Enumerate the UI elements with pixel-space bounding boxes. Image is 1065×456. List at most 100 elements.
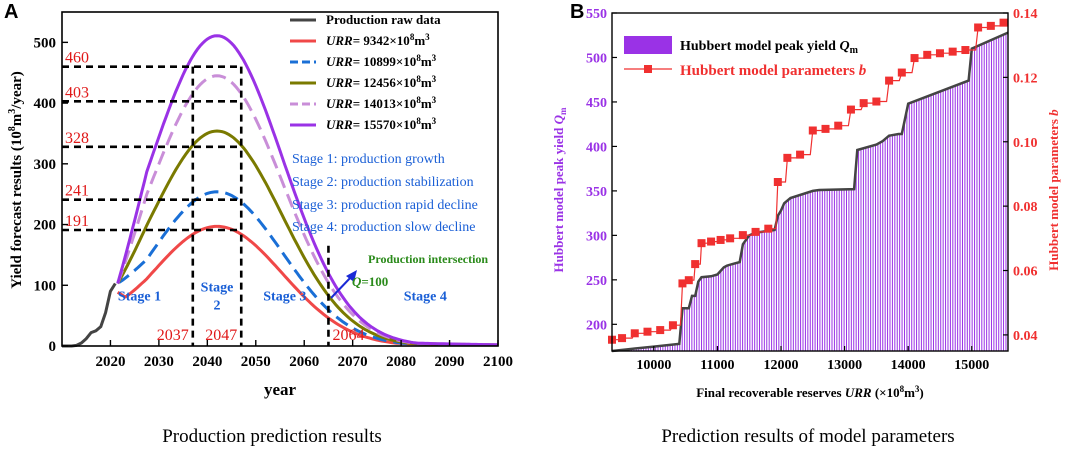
b-ytick-right-label: 0.10 bbox=[1013, 136, 1038, 151]
panel-b-bars bbox=[614, 33, 1007, 351]
a-ytick-label: 100 bbox=[34, 278, 57, 294]
a-hline-label: 460 bbox=[65, 50, 89, 67]
a-xtick-label: 2020 bbox=[95, 354, 125, 370]
a-legend-text: = 12456×10 bbox=[353, 75, 417, 90]
panel-b-ticks: 10000 11000 12000 13000 14000 15000 200 250 300 3… bbox=[586, 7, 1038, 373]
b-ytick-right-label: 0.14 bbox=[1013, 7, 1038, 22]
xlabel-tail: m bbox=[904, 385, 915, 400]
xlabel-urr: URR bbox=[845, 385, 872, 400]
a-legend-urr: URR bbox=[326, 117, 353, 132]
a-ytick-label: 300 bbox=[34, 157, 57, 173]
a-hline-label: 328 bbox=[65, 130, 89, 147]
ylabel-end: /year) bbox=[9, 71, 25, 109]
b-parameter-point bbox=[872, 97, 881, 106]
b-parameter-point bbox=[808, 126, 817, 135]
b-xtick-label: 14000 bbox=[891, 358, 926, 373]
a-ytick-label: 0 bbox=[49, 339, 57, 355]
b-parameter-point bbox=[691, 260, 700, 269]
a-vline-label: 2064 bbox=[332, 327, 364, 344]
a-ytick-label: 400 bbox=[34, 96, 57, 112]
b-parameter-point bbox=[751, 227, 760, 236]
a-legend-sup: 8 bbox=[410, 32, 415, 42]
b-ytick-left-label: 550 bbox=[586, 7, 607, 22]
a-legend-urr: URR bbox=[326, 33, 353, 48]
legend-b-b-text: Hubbert model parameters bbox=[680, 63, 859, 79]
a-legend-label: URR= 10899×108m3 bbox=[326, 53, 437, 69]
b-parameter-point bbox=[668, 321, 677, 330]
a-ytick-label: 500 bbox=[34, 35, 57, 51]
a-legend-sup: 8 bbox=[416, 116, 421, 126]
b-parameter-point bbox=[948, 47, 957, 56]
b-xtick-label: 10000 bbox=[636, 358, 671, 373]
a-legend-label: URR= 14013×108m3 bbox=[326, 95, 437, 111]
b-parameter-point bbox=[821, 124, 830, 133]
panel-b-legend: Hubbert model peak yield Qm Hubbert mode… bbox=[624, 36, 867, 79]
b-parameter-point bbox=[738, 231, 747, 240]
b-parameter-point bbox=[764, 224, 773, 233]
stage-desc-1: Stage 1: production growth bbox=[292, 152, 445, 167]
legend-b-swatch-qm bbox=[624, 36, 672, 54]
a-ytick-label: 200 bbox=[34, 218, 57, 234]
ylabel-main: Yield forecast results (10 bbox=[9, 131, 25, 289]
b-ytick-right-label: 0.06 bbox=[1013, 265, 1038, 280]
b-parameter-point bbox=[910, 54, 919, 63]
b-ytick-right-label: 0.04 bbox=[1013, 329, 1038, 344]
stage-desc-2: Stage 2: production stabilization bbox=[292, 175, 474, 190]
panel-a-guides: 460 403 328 241 191 2037 2047 2064 Stage 1 Stage 2… bbox=[62, 50, 447, 346]
b-xtick-label: 12000 bbox=[764, 358, 799, 373]
panel-a-xlabel: year bbox=[264, 380, 297, 399]
b-parameter-point bbox=[999, 18, 1008, 27]
xlabel-post: (×10 bbox=[872, 385, 900, 400]
ylabel-right-text: Hubbert model parameters bbox=[1046, 116, 1061, 271]
a-legend-tail: m bbox=[421, 96, 432, 111]
legend-b-marker-b bbox=[644, 65, 652, 73]
b-parameter-point bbox=[707, 237, 716, 246]
b-parameter-point bbox=[986, 21, 995, 30]
a-legend-sup2: 3 bbox=[432, 95, 437, 105]
panel-b-label: B bbox=[570, 1, 584, 23]
b-parameter-point bbox=[643, 327, 652, 336]
stage-descriptions: Stage 1: production growth Stage 2: prod… bbox=[292, 152, 478, 235]
a-hline-label: 403 bbox=[65, 84, 89, 101]
a-legend-sup: 8 bbox=[416, 53, 421, 63]
b-parameter-point bbox=[684, 276, 693, 285]
b-xtick-label: 13000 bbox=[827, 358, 862, 373]
b-parameter-point bbox=[834, 121, 843, 130]
intersection-label: Production intersection bbox=[368, 252, 488, 266]
intersection-arrow bbox=[330, 275, 353, 299]
b-parameter-point bbox=[923, 50, 932, 59]
b-ytick-left-label: 250 bbox=[586, 274, 607, 289]
a-legend-text: = 10899×10 bbox=[353, 54, 417, 69]
b-parameter-point bbox=[974, 23, 983, 32]
b-ytick-right-label: 0.08 bbox=[1013, 200, 1038, 215]
legend-b-qm-text: Hubbert model peak yield bbox=[680, 39, 839, 54]
b-xtick-label: 11000 bbox=[700, 358, 734, 373]
a-legend-label: Production raw data bbox=[326, 12, 441, 27]
a-xtick-label: 2060 bbox=[289, 354, 319, 370]
panel-a-label: A bbox=[4, 1, 18, 23]
a-legend-sup2: 3 bbox=[425, 32, 430, 42]
a-legend-label: URR= 12456×108m3 bbox=[326, 74, 437, 90]
a-series-14013 bbox=[116, 74, 498, 347]
xlabel-close: ) bbox=[919, 385, 923, 400]
b-parameter-point bbox=[716, 235, 725, 244]
panel-b-xlabel: Final recoverable reserves URR (×108m3) bbox=[696, 384, 924, 400]
a-legend-urr: URR bbox=[326, 96, 353, 111]
panel-b-chart: B 10000 11000 12000 13000 14000 1500020025030… bbox=[551, 1, 1061, 400]
panel-b-ylabel-right: Hubbert model parameters b bbox=[1046, 109, 1061, 271]
b-parameter-point bbox=[726, 234, 735, 243]
b-ytick-left-label: 300 bbox=[586, 229, 607, 244]
legend-b-qm-italic: Q bbox=[839, 39, 849, 54]
b-ytick-left-label: 450 bbox=[586, 96, 607, 111]
b-parameter-point bbox=[796, 150, 805, 159]
a-raw-data bbox=[62, 282, 117, 348]
intersection-arrowhead bbox=[346, 270, 357, 282]
b-ytick-left-label: 500 bbox=[586, 51, 607, 66]
a-legend-sup: 8 bbox=[416, 74, 421, 84]
a-stage-label: Stage bbox=[201, 280, 234, 295]
a-stage-label: Stage 4 bbox=[404, 289, 447, 304]
ylabel-right-b: b bbox=[1046, 109, 1061, 116]
b-parameter-point bbox=[783, 153, 792, 162]
